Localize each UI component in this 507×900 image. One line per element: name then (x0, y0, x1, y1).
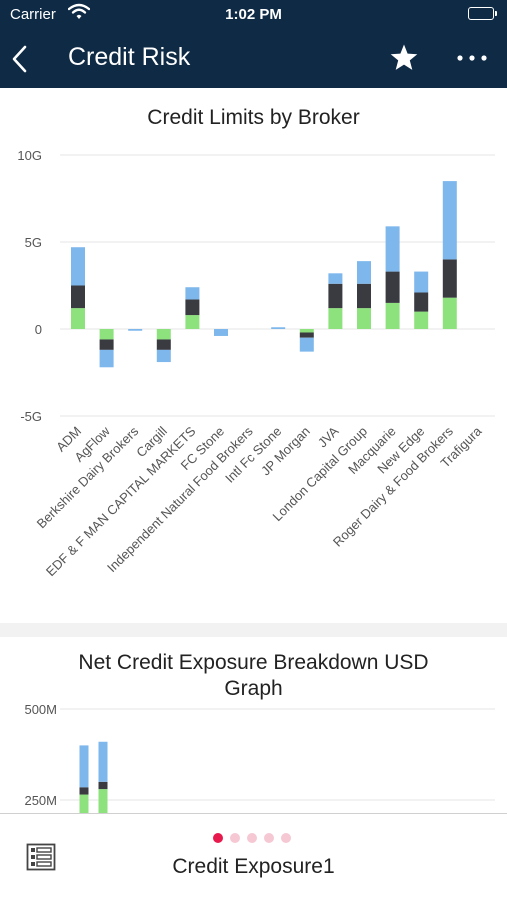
page-dot[interactable] (281, 833, 291, 843)
bar-segment[interactable] (185, 315, 200, 329)
bar-segment[interactable] (442, 297, 457, 329)
bar-segment[interactable] (99, 349, 114, 368)
bar-segment[interactable] (385, 302, 400, 329)
bar-segment[interactable] (156, 339, 171, 350)
bottom-bar: Credit Exposure1 (0, 813, 507, 900)
bar-segment[interactable] (98, 781, 108, 790)
y-tick-label: -5G (20, 409, 42, 424)
bar-segment[interactable] (357, 308, 371, 329)
status-bar: Carrier 1:02 PM (0, 0, 507, 30)
bar-segment[interactable] (71, 308, 85, 329)
bar-segment[interactable] (79, 794, 89, 813)
bar-segment[interactable] (299, 337, 314, 352)
bar-segment[interactable] (98, 789, 108, 813)
star-icon (390, 44, 418, 70)
chart-title: Credit Limits by Broker (147, 106, 360, 129)
bar-segment[interactable] (357, 261, 371, 284)
page-dot[interactable] (247, 833, 257, 843)
more-button[interactable] (452, 44, 492, 72)
bar-segment[interactable] (185, 287, 200, 300)
bar-segment[interactable] (299, 329, 314, 333)
bar-segment[interactable] (71, 285, 85, 309)
bar-segment[interactable] (214, 329, 228, 336)
net-exposure-card[interactable]: Net Credit Exposure Breakdown USD Graph … (0, 637, 507, 813)
page-dot[interactable] (230, 833, 240, 843)
bar-segment[interactable] (98, 741, 108, 782)
page-title: Credit Risk (68, 43, 191, 71)
ellipsis-icon (457, 55, 487, 61)
bar-segment[interactable] (71, 247, 85, 286)
y-tick-label: 10G (17, 148, 42, 163)
nav-bar: Credit Risk (0, 30, 507, 88)
bar-segment[interactable] (328, 273, 343, 284)
battery-icon (468, 7, 497, 20)
bar-segment[interactable] (442, 259, 457, 298)
bar-segment[interactable] (79, 787, 89, 795)
bar-segment[interactable] (79, 745, 89, 788)
page-dot[interactable] (213, 833, 223, 843)
bar-segment[interactable] (385, 271, 400, 303)
bar-segment[interactable] (185, 299, 200, 316)
bar-segment[interactable] (414, 292, 429, 312)
favorite-button[interactable] (388, 42, 420, 74)
bar-segment[interactable] (271, 327, 286, 329)
net-exposure-chart: 500M 250M (24, 702, 495, 813)
chart-title-line-1: Net Credit Exposure Breakdown USD (78, 651, 429, 674)
page-dot[interactable] (264, 833, 274, 843)
bar-segment[interactable] (385, 226, 400, 272)
list-icon (26, 843, 56, 871)
y-tick-label: 5G (25, 235, 42, 250)
page-indicator (213, 830, 298, 843)
chevron-left-icon (12, 45, 27, 73)
bar-segment[interactable] (299, 332, 314, 338)
status-time: 1:02 PM (225, 6, 282, 23)
y-tick-label: 250M (24, 793, 57, 808)
bar-segment[interactable] (128, 329, 143, 331)
bar-segment[interactable] (414, 271, 429, 293)
bar-segment[interactable] (156, 349, 171, 363)
bar-segment[interactable] (328, 283, 343, 309)
report-list-button[interactable] (26, 843, 56, 871)
bar-segment[interactable] (442, 181, 457, 260)
bar-segment[interactable] (414, 311, 429, 329)
wifi-icon (67, 3, 91, 25)
chart-title-2: Net Credit Exposure Breakdown USD Graph (0, 650, 507, 702)
bar-segment[interactable] (156, 329, 171, 340)
bar-segment[interactable] (99, 329, 114, 340)
bar-segment[interactable] (328, 308, 343, 329)
chart-title-line-2: Graph (224, 677, 283, 700)
bar-segment[interactable] (99, 339, 114, 350)
back-button[interactable] (8, 42, 38, 76)
y-tick-label: 500M (24, 702, 57, 717)
current-page-name: Credit Exposure1 (172, 855, 335, 878)
y-tick-label: 0 (35, 322, 42, 337)
bar-segment[interactable] (357, 283, 371, 309)
credit-limits-card[interactable]: Credit Limits by Broker 10G 5G 0 -5G ADM AgFl… (0, 88, 507, 623)
carrier-label: Carrier (10, 6, 56, 23)
